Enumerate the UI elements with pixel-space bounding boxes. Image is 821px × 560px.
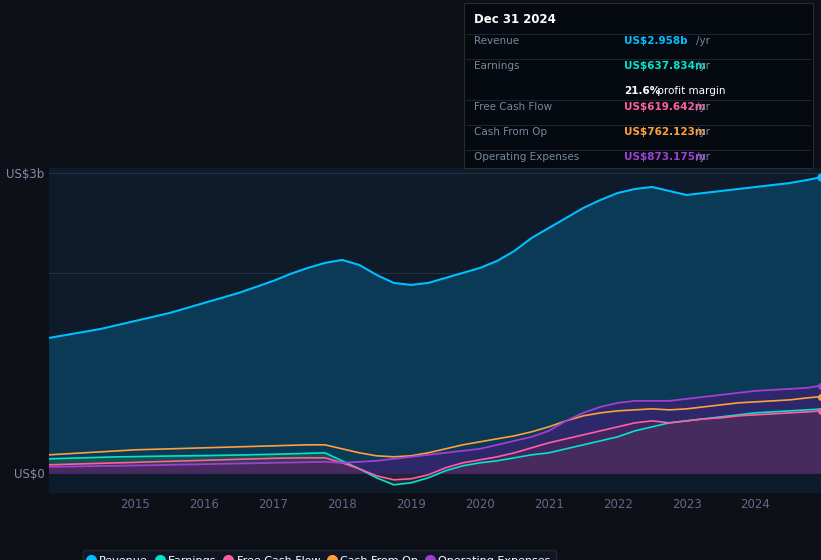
- Text: Free Cash Flow: Free Cash Flow: [474, 102, 552, 113]
- Text: US$2.958b: US$2.958b: [624, 36, 687, 46]
- Text: /yr: /yr: [696, 127, 710, 137]
- Text: US$637.834m: US$637.834m: [624, 61, 706, 71]
- Text: Revenue: Revenue: [474, 36, 519, 46]
- Text: /yr: /yr: [696, 61, 710, 71]
- Text: /yr: /yr: [696, 102, 710, 113]
- Text: Earnings: Earnings: [474, 61, 519, 71]
- Text: US$873.175m: US$873.175m: [624, 152, 706, 162]
- Text: 21.6%: 21.6%: [624, 86, 660, 96]
- Text: profit margin: profit margin: [654, 86, 725, 96]
- Text: Dec 31 2024: Dec 31 2024: [474, 13, 556, 26]
- Text: US$619.642m: US$619.642m: [624, 102, 705, 113]
- Legend: Revenue, Earnings, Free Cash Flow, Cash From Op, Operating Expenses: Revenue, Earnings, Free Cash Flow, Cash …: [83, 550, 556, 560]
- Text: Operating Expenses: Operating Expenses: [474, 152, 579, 162]
- Text: US$762.123m: US$762.123m: [624, 127, 706, 137]
- Text: /yr: /yr: [696, 152, 710, 162]
- Text: Cash From Op: Cash From Op: [474, 127, 547, 137]
- Text: /yr: /yr: [696, 36, 710, 46]
